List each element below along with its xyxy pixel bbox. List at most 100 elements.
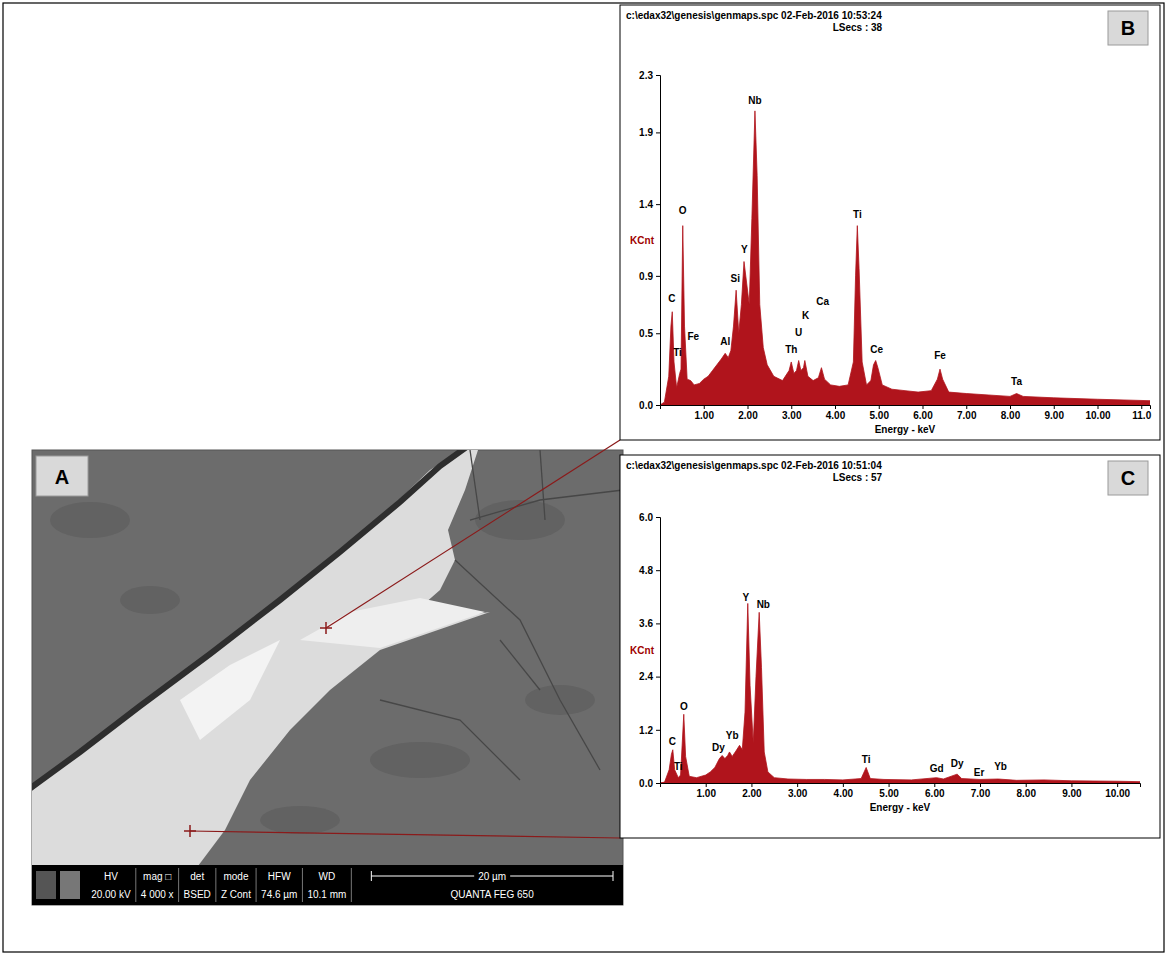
tick: 1.9 <box>639 127 660 138</box>
y-axis-title: KCnt <box>630 645 655 656</box>
tick-mark <box>656 570 660 571</box>
tick-mark <box>656 517 660 518</box>
peak-label: C <box>668 293 675 304</box>
info-header: WD <box>319 871 336 882</box>
tick-mark <box>656 677 660 678</box>
x-axis-title: Energy - keV <box>870 802 931 813</box>
tick-label: 3.00 <box>782 410 802 421</box>
tick-mark <box>1010 405 1011 409</box>
title: c:\edax32\genesis\genmaps.spc 02-Feb-201… <box>626 460 882 471</box>
tick: 5.00 <box>879 783 899 799</box>
tick-mark <box>934 783 935 787</box>
tick: 10.00 <box>1085 405 1110 421</box>
figure: AHV20.00 kVmag □4 000 xdetBSEDmodeZ Cont… <box>0 0 1168 956</box>
tick-label: 2.00 <box>742 788 762 799</box>
tick: 8.00 <box>1016 783 1036 799</box>
tick: 1.00 <box>696 783 716 799</box>
spectrum-panel: c:\edax32\genesis\genmaps.spc 02-Feb-201… <box>620 455 1160 838</box>
axis-line <box>661 406 1151 410</box>
peak-label: Ti <box>862 754 871 765</box>
panel-label: A <box>55 466 69 488</box>
tick: 0.0 <box>639 778 660 789</box>
info-value: 4 000 x <box>141 889 174 900</box>
tick-label: 0.0 <box>639 778 653 789</box>
tick-label: 5.00 <box>870 410 890 421</box>
tick: 3.00 <box>788 783 808 799</box>
tick-mark <box>748 405 749 409</box>
peak-label: Si <box>731 273 741 284</box>
peak-label: Ca <box>816 296 829 307</box>
sem-crack-thin <box>380 700 520 780</box>
instrument: QUANTA FEG 650 <box>451 889 535 900</box>
spectrum <box>660 603 1140 783</box>
axis-line <box>661 784 1141 788</box>
tick: 10.00 <box>1105 783 1130 799</box>
tick: 6.00 <box>925 783 945 799</box>
tick-label: 6.0 <box>639 512 653 523</box>
tick-mark <box>1054 405 1055 409</box>
peak-label: Y <box>741 244 748 255</box>
tick-mark <box>1026 783 1027 787</box>
spectrum-panel: c:\edax32\genesis\genmaps.spc 02-Feb-201… <box>620 5 1160 440</box>
leader-line <box>190 831 620 838</box>
info-header: det <box>190 871 204 882</box>
tick: 4.00 <box>834 783 854 799</box>
tick: 6.0 <box>639 512 660 523</box>
sem-patch <box>370 742 470 778</box>
tick-label: 10.00 <box>1105 788 1130 799</box>
tick: 2.00 <box>738 405 758 421</box>
tick: 1.4 <box>639 199 660 210</box>
sem-crack-thin <box>540 450 545 520</box>
peak-label: Ce <box>870 344 883 355</box>
tick-mark <box>1098 405 1099 409</box>
tick-label: 5.00 <box>879 788 899 799</box>
tick-label: 3.00 <box>788 788 808 799</box>
panel-label-box <box>1108 11 1148 45</box>
tick-mark <box>656 730 660 731</box>
info-value: BSED <box>184 889 211 900</box>
peak-label: Ti <box>853 209 862 220</box>
peak-label: O <box>679 205 687 216</box>
tick: 7.00 <box>971 783 991 799</box>
tick-label: 2.4 <box>639 671 653 682</box>
tick-mark <box>1071 783 1072 787</box>
info-header: HV <box>104 871 118 882</box>
subtitle: LSecs : 57 <box>833 472 883 483</box>
peak-label: Nb <box>757 599 770 610</box>
tick-mark <box>656 623 660 624</box>
tick-label: 1.00 <box>695 410 715 421</box>
tick-label: 1.2 <box>639 725 653 736</box>
tick-label: 8.00 <box>1016 788 1036 799</box>
sem-panel: AHV20.00 kVmag □4 000 xdetBSEDmodeZ Cont… <box>28 446 623 905</box>
tick: 2.3 <box>639 70 660 81</box>
tick-mark <box>656 132 660 133</box>
x-axis: 1.002.003.004.005.006.007.008.009.0010.0… <box>661 405 1152 421</box>
info-header: mode <box>223 871 248 882</box>
sem-patch <box>50 502 130 538</box>
tick-mark <box>656 333 660 334</box>
tick-label: 3.6 <box>639 618 653 629</box>
scale-bar <box>371 871 613 881</box>
sem-vein-wedge <box>300 598 485 648</box>
peak-label: Dy <box>712 742 725 753</box>
tick: 9.00 <box>1045 405 1065 421</box>
leader-line <box>326 440 620 628</box>
tick: 7.00 <box>957 405 977 421</box>
x-axis-title: Energy - keV <box>875 424 936 435</box>
tick-mark <box>656 75 660 76</box>
tick: 0.9 <box>639 271 660 282</box>
info-separator <box>302 868 303 902</box>
tick-mark <box>835 405 836 409</box>
tick-label: 7.00 <box>971 788 991 799</box>
tick: 2.4 <box>639 671 660 682</box>
tick-label: 0.0 <box>639 400 653 411</box>
tick-label: 4.00 <box>826 410 846 421</box>
tick-label: 4.8 <box>639 565 653 576</box>
tick-mark <box>656 783 660 784</box>
sem-vein <box>32 450 490 865</box>
sem-image <box>32 450 623 865</box>
tick-mark <box>966 405 967 409</box>
logo <box>36 871 56 899</box>
tick-label: 7.00 <box>957 410 977 421</box>
figure-frame <box>3 3 1164 952</box>
